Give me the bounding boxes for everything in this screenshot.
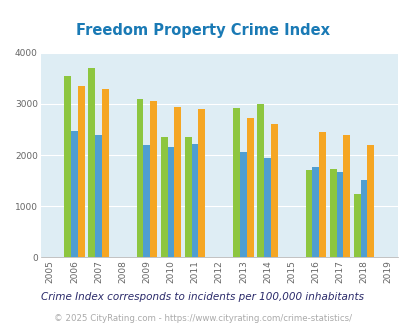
- Bar: [88, 68, 95, 257]
- Bar: [64, 76, 71, 257]
- Bar: [336, 173, 343, 257]
- Bar: [246, 118, 253, 257]
- Bar: [102, 89, 109, 257]
- Bar: [232, 108, 239, 257]
- Text: Freedom Property Crime Index: Freedom Property Crime Index: [76, 23, 329, 38]
- Bar: [71, 131, 78, 257]
- Bar: [160, 137, 167, 257]
- Bar: [264, 158, 270, 257]
- Bar: [150, 101, 157, 257]
- Text: Crime Index corresponds to incidents per 100,000 inhabitants: Crime Index corresponds to incidents per…: [41, 292, 364, 302]
- Bar: [318, 132, 325, 257]
- Bar: [329, 169, 336, 257]
- Bar: [353, 194, 360, 257]
- Bar: [136, 99, 143, 257]
- Bar: [305, 170, 312, 257]
- Bar: [95, 135, 102, 257]
- Bar: [312, 167, 318, 257]
- Bar: [78, 85, 84, 257]
- Bar: [167, 147, 174, 257]
- Bar: [198, 109, 205, 257]
- Bar: [270, 124, 277, 257]
- Bar: [367, 146, 373, 257]
- Bar: [360, 180, 367, 257]
- Bar: [143, 145, 150, 257]
- Bar: [191, 144, 198, 257]
- Bar: [185, 137, 191, 257]
- Text: © 2025 CityRating.com - https://www.cityrating.com/crime-statistics/: © 2025 CityRating.com - https://www.city…: [54, 314, 351, 323]
- Bar: [174, 107, 181, 257]
- Bar: [239, 151, 246, 257]
- Bar: [257, 104, 264, 257]
- Bar: [343, 135, 349, 257]
